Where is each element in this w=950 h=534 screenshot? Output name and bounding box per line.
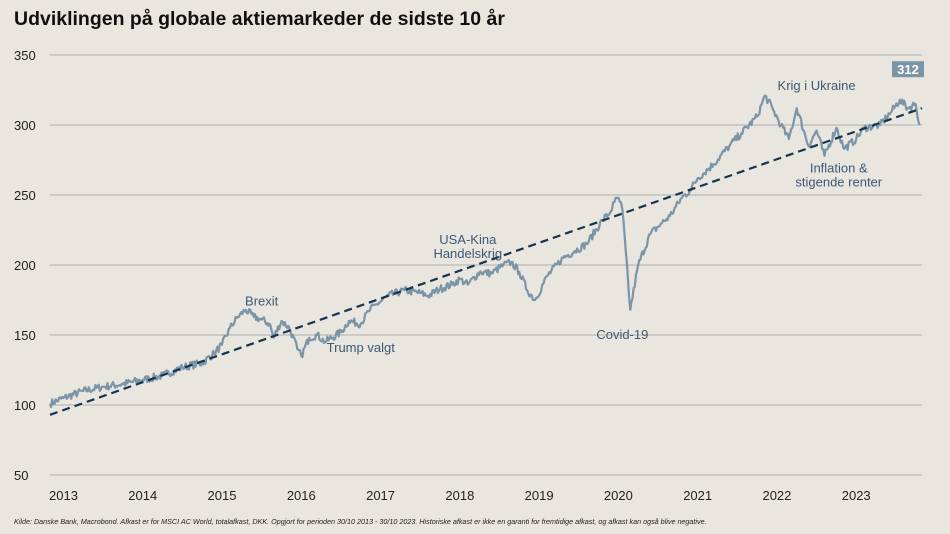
x-tick-label: 2015 (208, 488, 237, 503)
x-axis-ticks: 2013 2014 2015 2016 2017 2018 2019 2020 2021 2022… (49, 488, 871, 503)
y-tick-label: 100 (14, 398, 36, 413)
y-tick-label: 250 (14, 188, 36, 203)
annotation-label: USA-Kina (439, 232, 497, 247)
series-lines (48, 94, 923, 416)
annotation-label: Krig i Ukraine (778, 78, 856, 93)
annotation-label: Inflation & (810, 161, 868, 176)
annotation-label: Handelskrig (433, 246, 502, 261)
y-tick-label: 150 (14, 328, 36, 343)
x-tick-label: 2018 (445, 488, 474, 503)
series-line-msci-acwi (48, 94, 921, 409)
x-tick-label: 2017 (366, 488, 395, 503)
source-footnote: Kilde: Danske Bank, Macrobond. Afkast er… (14, 517, 707, 526)
y-tick-label: 350 (14, 48, 36, 63)
y-tick-label: 50 (14, 468, 28, 483)
y-tick-label: 200 (14, 258, 36, 273)
x-tick-label: 2013 (49, 488, 78, 503)
x-tick-label: 2019 (525, 488, 554, 503)
end-value-badge: 312 (892, 61, 924, 78)
x-tick-label: 2022 (762, 488, 791, 503)
x-tick-label: 2020 (604, 488, 633, 503)
end-value-badge-bg (892, 61, 924, 78)
y-tick-label: 300 (14, 118, 36, 133)
annotation-label: stigende renter (795, 175, 882, 190)
series-line-trend (49, 107, 923, 416)
gridlines (50, 54, 922, 476)
end-value-label: 312 (897, 62, 919, 77)
chart-title: Udviklingen på globale aktiemarkeder de … (14, 8, 505, 30)
y-axis-ticks: 50 100 150 200 250 300 350 (14, 48, 36, 483)
annotation-label: Brexit (245, 294, 279, 309)
x-tick-label: 2014 (128, 488, 157, 503)
x-tick-label: 2021 (683, 488, 712, 503)
x-tick-label: 2016 (287, 488, 316, 503)
annotation-label: Covid-19 (596, 327, 648, 342)
annotation-label: Trump valgt (327, 340, 396, 355)
x-tick-label: 2023 (842, 488, 871, 503)
